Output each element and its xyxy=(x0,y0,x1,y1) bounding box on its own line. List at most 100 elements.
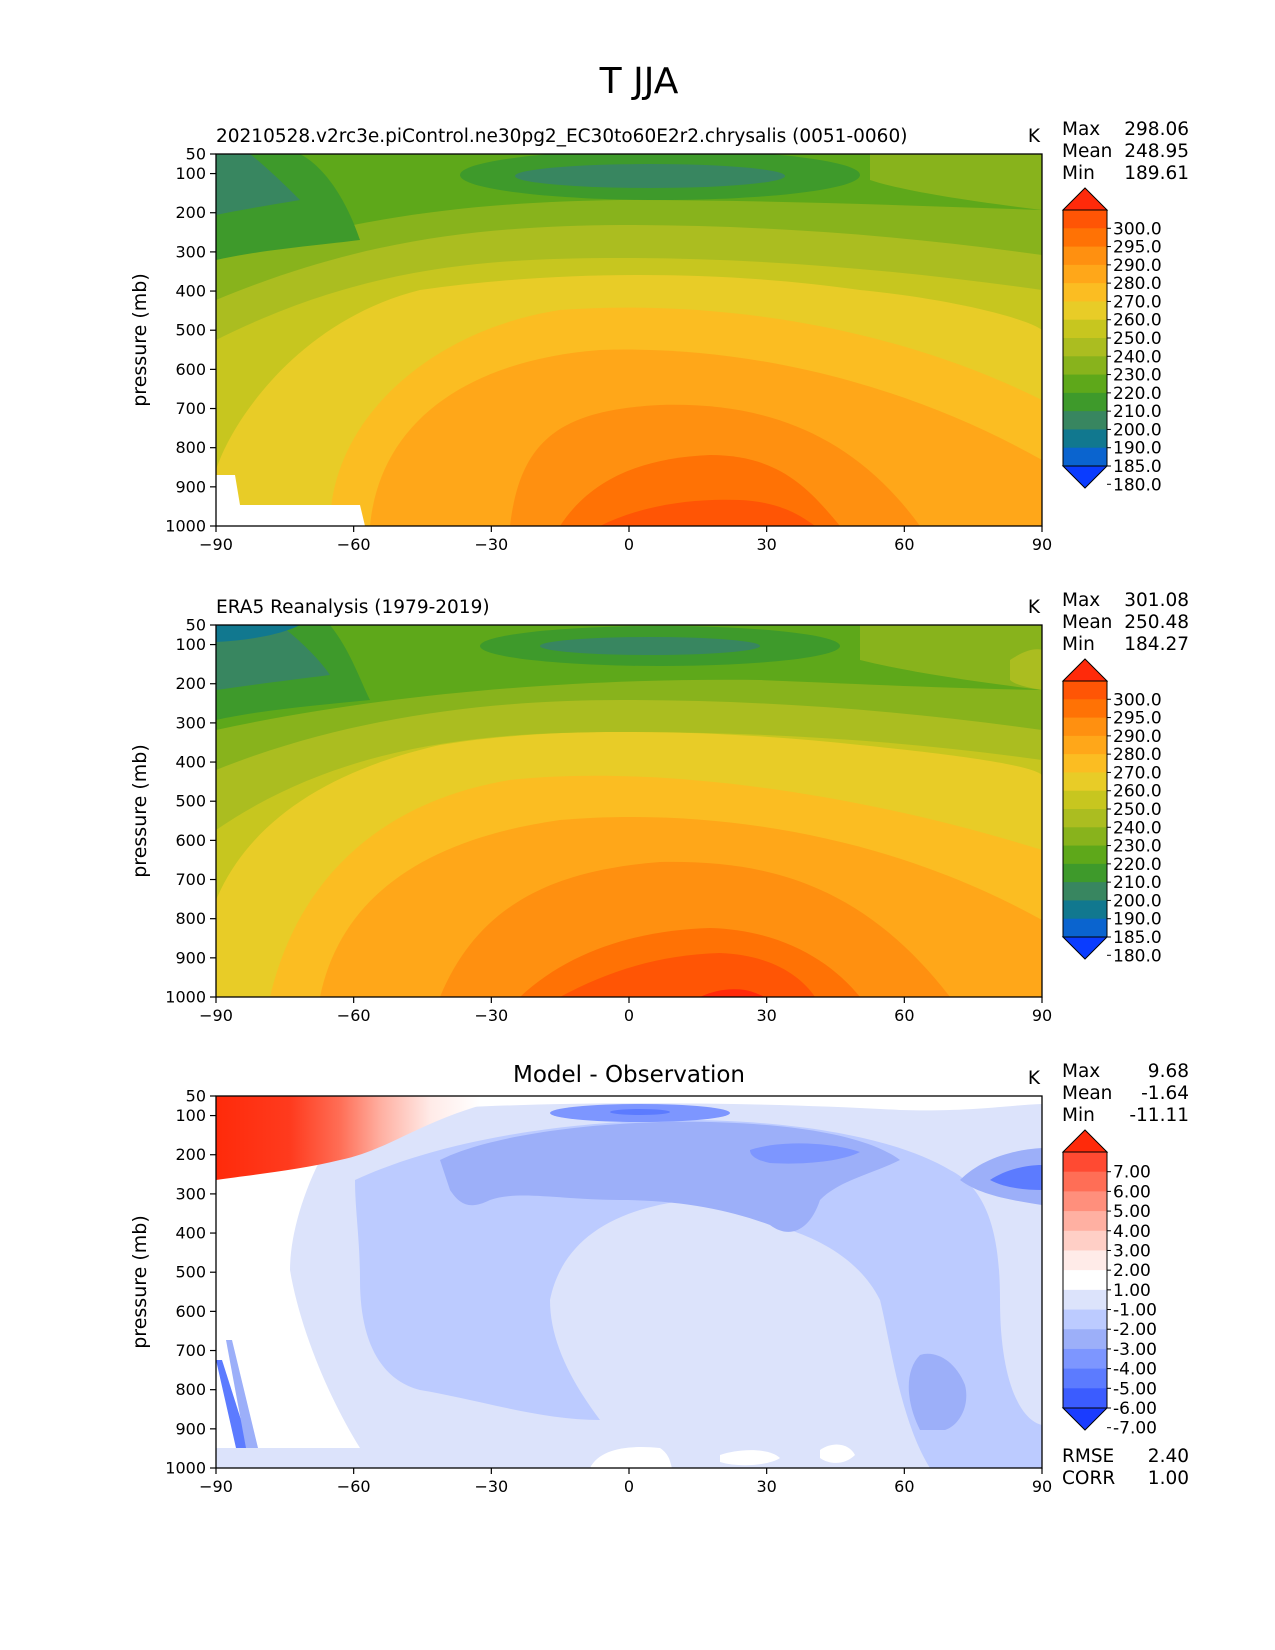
colorbar-tick-label: -1.00 xyxy=(1113,1301,1157,1321)
stat-label-min: Min xyxy=(1062,1105,1095,1126)
colorbar-segment xyxy=(1063,1171,1107,1192)
colorbar-tick-label: 190.0 xyxy=(1113,910,1162,930)
stats-difference: Max 9.68 Mean -1.64 Min -11.11 xyxy=(1062,1061,1189,1126)
colorbar-segment xyxy=(1063,1191,1107,1212)
x-tick-label: −30 xyxy=(474,1006,508,1025)
x-tick-label: 30 xyxy=(756,1006,776,1025)
stat-value-mean: -1.64 xyxy=(1141,1083,1189,1104)
colorbar-tick-label: -4.00 xyxy=(1113,1360,1157,1380)
stat-value-min: 184.27 xyxy=(1124,634,1189,655)
contour-field-model xyxy=(216,154,1042,526)
colorbar-segment xyxy=(1063,228,1107,248)
colorbar-tick-label: 200.0 xyxy=(1113,891,1162,911)
stat-label-max: Max xyxy=(1062,1061,1100,1082)
colorbar-segment xyxy=(1063,374,1107,394)
x-tick-label: 60 xyxy=(894,1477,914,1496)
y-tick-label: 200 xyxy=(175,203,206,222)
colorbar-tick-label: 185.0 xyxy=(1113,457,1162,477)
colorbar-segment xyxy=(1063,754,1107,774)
colorbar-segment xyxy=(1063,246,1107,266)
colorbar-segment xyxy=(1063,283,1107,303)
x-tick-label: 30 xyxy=(756,1477,776,1496)
colorbar-segment xyxy=(1063,681,1107,700)
metrics-difference: RMSE 2.40 CORR 1.00 xyxy=(1062,1446,1189,1489)
colorbar-segment xyxy=(1063,392,1107,412)
colorbar-tick-label: 280.0 xyxy=(1113,274,1162,294)
x-tick-label: −30 xyxy=(474,1477,508,1496)
x-tick-label: 90 xyxy=(1032,535,1052,554)
stat-value-max: 298.06 xyxy=(1124,119,1189,140)
panel-title-difference: Model - Observation xyxy=(513,1062,745,1088)
colorbar-segment xyxy=(1063,900,1107,920)
colorbar-model: 300.0295.0290.0280.0270.0260.0250.0240.0… xyxy=(1061,187,1162,495)
y-axis-label-era5: pressure (mb) xyxy=(129,744,151,878)
units-label-era5: K xyxy=(1028,597,1041,618)
colorbar-segment xyxy=(1063,809,1107,828)
colorbar-extend-min xyxy=(1061,465,1109,489)
colorbar-frame xyxy=(1062,1151,1108,1409)
colorbar-tick-label: 250.0 xyxy=(1113,329,1162,349)
y-tick-label: 500 xyxy=(175,792,206,811)
colorbar-segment xyxy=(1063,1329,1107,1350)
y-tick-label: 50 xyxy=(186,1087,206,1106)
colorbar-segment xyxy=(1063,429,1107,449)
units-label-difference: K xyxy=(1028,1068,1041,1089)
colorbar-tick-label: 220.0 xyxy=(1113,855,1162,875)
colorbar-tick-label: 290.0 xyxy=(1113,256,1162,276)
x-tick-label: −90 xyxy=(199,1006,233,1025)
colorbar-segment xyxy=(1063,772,1107,792)
colorbar-tick-label: 1.00 xyxy=(1113,1281,1151,1301)
x-tick-label: 90 xyxy=(1032,1477,1052,1496)
colorbar-segment xyxy=(1063,1309,1107,1330)
colorbar-segment xyxy=(1063,210,1107,229)
x-tick-label: 0 xyxy=(624,535,634,554)
colorbar-tick-label: 200.0 xyxy=(1113,420,1162,440)
x-tick-label: 0 xyxy=(624,1477,634,1496)
colorbar-difference: 7.006.005.004.003.002.001.00-1.00-2.00-3… xyxy=(1061,1129,1157,1439)
colorbar-extend-min xyxy=(1061,1407,1109,1431)
colorbar-tick-label: 300.0 xyxy=(1113,219,1162,239)
colorbar-segment xyxy=(1063,1230,1107,1252)
y-tick-label: 1000 xyxy=(165,517,206,536)
x-tick-label: 60 xyxy=(894,1006,914,1025)
stat-value-max: 9.68 xyxy=(1148,1061,1189,1082)
colorbar-tick-label: 7.00 xyxy=(1113,1163,1151,1183)
stat-value-min: 189.61 xyxy=(1124,163,1189,184)
y-tick-label: 1000 xyxy=(165,1459,206,1478)
colorbar-segment xyxy=(1063,1348,1107,1370)
x-tick-label: −90 xyxy=(199,1477,233,1496)
colorbar-segment xyxy=(1063,790,1107,810)
colorbar-segment xyxy=(1063,1368,1107,1389)
y-axis-label-difference: pressure (mb) xyxy=(129,1215,151,1349)
colorbar-segment xyxy=(1063,735,1107,755)
colorbar-tick-label: -5.00 xyxy=(1113,1379,1157,1399)
colorbar-tick-label: 250.0 xyxy=(1113,800,1162,820)
y-tick-label: 900 xyxy=(175,948,206,967)
colorbar-tick-label: 4.00 xyxy=(1113,1222,1151,1242)
colorbar-tick-label: 6.00 xyxy=(1113,1182,1151,1202)
x-tick-label: −60 xyxy=(337,1477,371,1496)
colorbar-segment xyxy=(1063,338,1107,357)
y-tick-label: 400 xyxy=(175,1224,206,1243)
y-tick-label: 800 xyxy=(175,909,206,928)
colorbar-segment xyxy=(1063,1270,1107,1291)
colorbar-tick-label: -6.00 xyxy=(1113,1399,1157,1419)
colorbar-tick-label: 185.0 xyxy=(1113,928,1162,948)
colorbar-tick-label: 180.0 xyxy=(1113,475,1162,495)
colorbar-segment xyxy=(1063,411,1107,431)
colorbar-segment xyxy=(1063,827,1107,847)
colorbar-segment xyxy=(1063,319,1107,339)
colorbar-tick-label: 260.0 xyxy=(1113,311,1162,331)
stats-model: Max 298.06 Mean 248.95 Min 189.61 xyxy=(1062,119,1189,184)
y-tick-label: 400 xyxy=(175,753,206,772)
colorbar-segment xyxy=(1063,1211,1107,1232)
colorbar-tick-label: -3.00 xyxy=(1113,1340,1157,1360)
y-tick-label: 600 xyxy=(175,831,206,850)
colorbar-tick-label: 295.0 xyxy=(1113,238,1162,258)
colorbar-tick-label: 270.0 xyxy=(1113,292,1162,312)
y-tick-label: 100 xyxy=(175,635,206,654)
